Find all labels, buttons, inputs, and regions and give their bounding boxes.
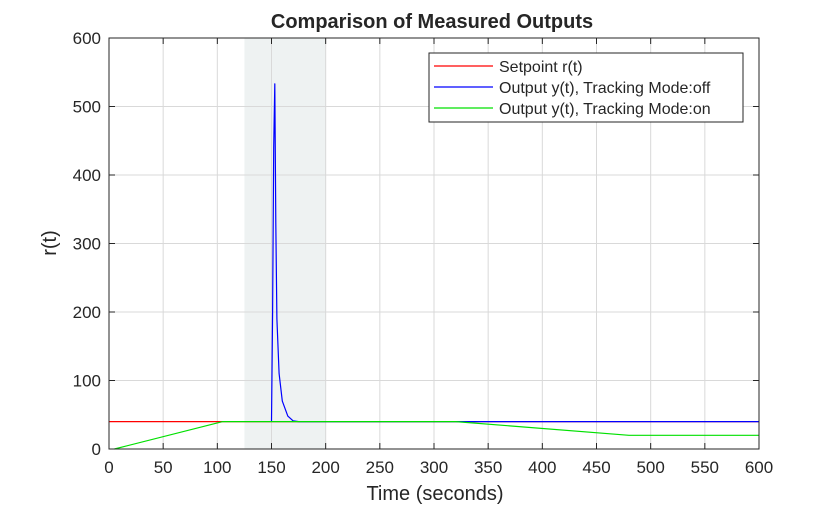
x-tick-label: 0 xyxy=(104,458,113,477)
x-axis-label: Time (seconds) xyxy=(366,483,503,505)
x-tick-label: 450 xyxy=(582,458,610,477)
y-tick-label: 300 xyxy=(73,235,101,254)
y-tick-label: 100 xyxy=(73,372,101,391)
x-tick-label: 400 xyxy=(528,458,556,477)
legend: Setpoint r(t) Output y(t), Tracking Mode:… xyxy=(428,52,744,123)
x-tick-label: 100 xyxy=(203,458,231,477)
y-axis-label: r(t) xyxy=(39,230,61,256)
y-tick-label: 0 xyxy=(92,440,101,459)
x-tick-label: 200 xyxy=(311,458,339,477)
y-tick-label: 500 xyxy=(73,98,101,117)
x-tick-label: 500 xyxy=(636,458,664,477)
legend-label-1: Setpoint r(t) xyxy=(499,59,583,76)
x-tick-label: 350 xyxy=(474,458,502,477)
chart-title: Comparison of Measured Outputs xyxy=(271,11,593,33)
x-tick-label: 300 xyxy=(420,458,448,477)
x-tick-label: 600 xyxy=(745,458,773,477)
x-tick-label: 550 xyxy=(691,458,719,477)
y-tick-label: 200 xyxy=(73,303,101,322)
x-tick-label: 50 xyxy=(154,458,173,477)
x-tick-label: 250 xyxy=(366,458,394,477)
x-tick-label: 150 xyxy=(257,458,285,477)
y-tick-label: 400 xyxy=(73,166,101,185)
legend-label-3: Output y(t), Tracking Mode:on xyxy=(499,101,711,118)
legend-label-2: Output y(t), Tracking Mode:off xyxy=(499,80,711,97)
series-line-3 xyxy=(114,421,759,450)
y-tick-label: 600 xyxy=(73,29,101,48)
